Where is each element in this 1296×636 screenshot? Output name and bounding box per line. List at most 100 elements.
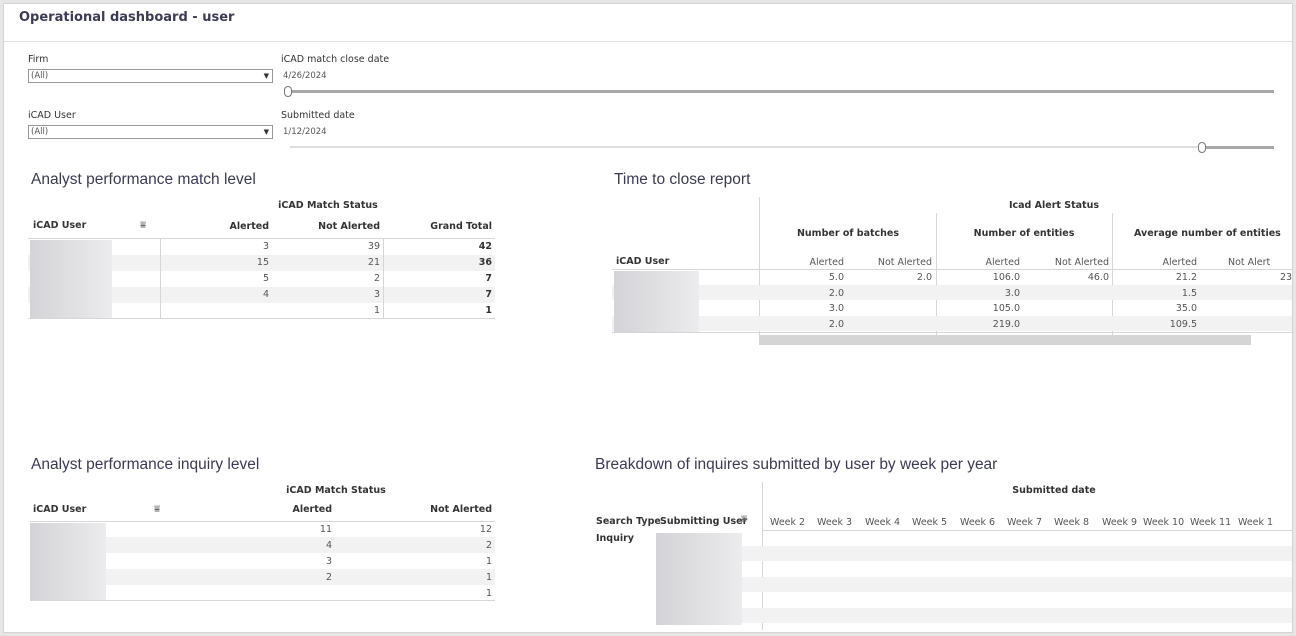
redacted-user-names — [30, 240, 112, 319]
table-cell: 12 — [479, 524, 492, 535]
week-column-header: Week 10 — [1143, 517, 1185, 528]
firm-filter-value: (All) — [31, 71, 49, 81]
table-cell: 3 — [262, 241, 269, 252]
table-cell: 1 — [485, 588, 492, 599]
table-cell: 2 — [373, 273, 380, 284]
match-close-date-slider-track[interactable] — [286, 90, 1274, 93]
table-cell: 46.0 — [1087, 272, 1109, 283]
table-cell: 21 — [367, 257, 380, 268]
chevron-down-icon: ▼ — [263, 128, 269, 136]
divider — [612, 269, 1292, 270]
table-cell: 5 — [262, 273, 269, 284]
icad-user-filter-dropdown[interactable]: (All) ▼ — [28, 125, 273, 139]
icad-user-filter-label: iCAD User — [28, 110, 76, 121]
time-to-close-group-entities: Number of entities — [973, 228, 1075, 239]
divider — [160, 238, 161, 319]
breakdown-row-header-user: Submitting User — [660, 516, 748, 527]
table-cell: 42 — [478, 241, 492, 252]
time-to-close-col: Not Alerted — [877, 257, 932, 268]
table-cell: 36 — [478, 257, 492, 268]
match-close-date-slider-handle[interactable] — [284, 86, 292, 97]
sort-descending-icon[interactable]: ⩸ — [140, 220, 147, 231]
submitted-date-slider-track-inactive[interactable] — [290, 146, 1202, 148]
row-band — [28, 287, 495, 303]
match-level-title: Analyst performance match level — [31, 171, 256, 188]
table-cell: 105.0 — [992, 303, 1020, 314]
week-column-header: Week 1 — [1238, 517, 1274, 528]
time-to-close-col: Not Alerted — [1054, 257, 1109, 268]
divider — [383, 238, 384, 319]
match-level-group-header: iCAD Match Status — [278, 200, 378, 211]
row-band — [742, 577, 1292, 592]
table-cell: 4 — [325, 540, 332, 551]
week-column-header: Week 3 — [817, 517, 853, 528]
sort-descending-icon[interactable]: ⩸ — [154, 504, 161, 515]
table-cell: 7 — [485, 289, 492, 300]
table-cell: 5.0 — [828, 272, 844, 283]
submitted-date-slider-handle[interactable] — [1198, 142, 1206, 153]
time-to-close-col: Alerted — [1162, 257, 1198, 268]
table-cell: 2.0 — [828, 288, 844, 299]
divider — [936, 213, 937, 335]
inquiry-level-col-not-alerted: Not Alerted — [430, 504, 492, 515]
table-cell: 23 — [1280, 272, 1293, 283]
title-bar: Operational dashboard - user — [4, 4, 1292, 42]
divider — [759, 197, 760, 345]
divider — [28, 318, 495, 319]
inquiry-level-row-header: iCAD User — [33, 504, 87, 515]
week-column-header: Week 5 — [912, 517, 948, 528]
time-to-close-group-header: Icad Alert Status — [1008, 200, 1100, 211]
table-cell: 7 — [485, 273, 492, 284]
submitted-date-value: 1/12/2024 — [283, 127, 327, 137]
firm-filter-dropdown[interactable]: (All) ▼ — [28, 69, 273, 83]
row-band — [30, 537, 495, 553]
table-cell: 21.2 — [1175, 272, 1197, 283]
week-column-header: Week 11 — [1190, 517, 1232, 528]
breakdown-row-header-search-type: Search Type — [596, 516, 661, 527]
divider — [1112, 213, 1113, 335]
match-level-col-alerted: Alerted — [229, 221, 269, 232]
divider — [28, 238, 495, 239]
table-cell: 3 — [325, 556, 332, 567]
row-band — [30, 569, 495, 585]
table-cell: 2.0 — [916, 272, 932, 283]
time-to-close-col: Not Alert — [1228, 257, 1271, 268]
table-cell: 39 — [367, 241, 380, 252]
table-cell: 15 — [256, 257, 269, 268]
redacted-user-names — [656, 533, 742, 625]
table-cell: 106.0 — [992, 272, 1020, 283]
week-column-header: Week 4 — [865, 517, 901, 528]
row-band — [742, 546, 1292, 561]
divider — [612, 332, 1292, 333]
submitted-date-slider-track[interactable] — [1202, 146, 1274, 149]
page-title: Operational dashboard - user — [19, 10, 235, 25]
inquiry-level-group-header: iCAD Match Status — [286, 485, 386, 496]
table-cell: 219.0 — [992, 319, 1020, 330]
match-close-date-value: 4/26/2024 — [283, 71, 327, 81]
chevron-down-icon: ▼ — [263, 72, 269, 80]
match-close-date-label: iCAD match close date — [281, 54, 390, 65]
redacted-user-names — [614, 271, 699, 332]
table-cell: 109.5 — [1169, 319, 1197, 330]
redacted-user-names — [30, 523, 106, 600]
sort-descending-icon[interactable]: ⩸ — [741, 514, 748, 525]
breakdown-group-header: Submitted date — [1012, 485, 1096, 496]
time-to-close-group-batches: Number of batches — [796, 228, 900, 239]
week-column-header: Week 2 — [770, 517, 806, 528]
firm-filter-label: Firm — [28, 54, 49, 65]
table-cell: 2.0 — [828, 319, 844, 330]
table-cell: 11 — [319, 524, 332, 535]
dashboard-frame: Operational dashboard - user Firm (All) … — [3, 3, 1293, 633]
breakdown-title: Breakdown of inquires submitted by user … — [595, 456, 998, 473]
search-type-inquiry: Inquiry — [596, 533, 634, 544]
time-to-close-title: Time to close report — [614, 171, 751, 188]
icad-user-filter-value: (All) — [31, 127, 49, 137]
table-cell: 3 — [373, 289, 380, 300]
inquiry-level-col-alerted: Alerted — [292, 504, 332, 515]
inquiry-level-title: Analyst performance inquiry level — [31, 456, 260, 473]
week-column-header: Week 7 — [1007, 517, 1043, 528]
horizontal-scrollbar[interactable] — [759, 335, 1251, 345]
submitted-date-label: Submitted date — [281, 110, 355, 121]
table-cell: 1 — [485, 556, 492, 567]
row-band — [28, 255, 495, 271]
